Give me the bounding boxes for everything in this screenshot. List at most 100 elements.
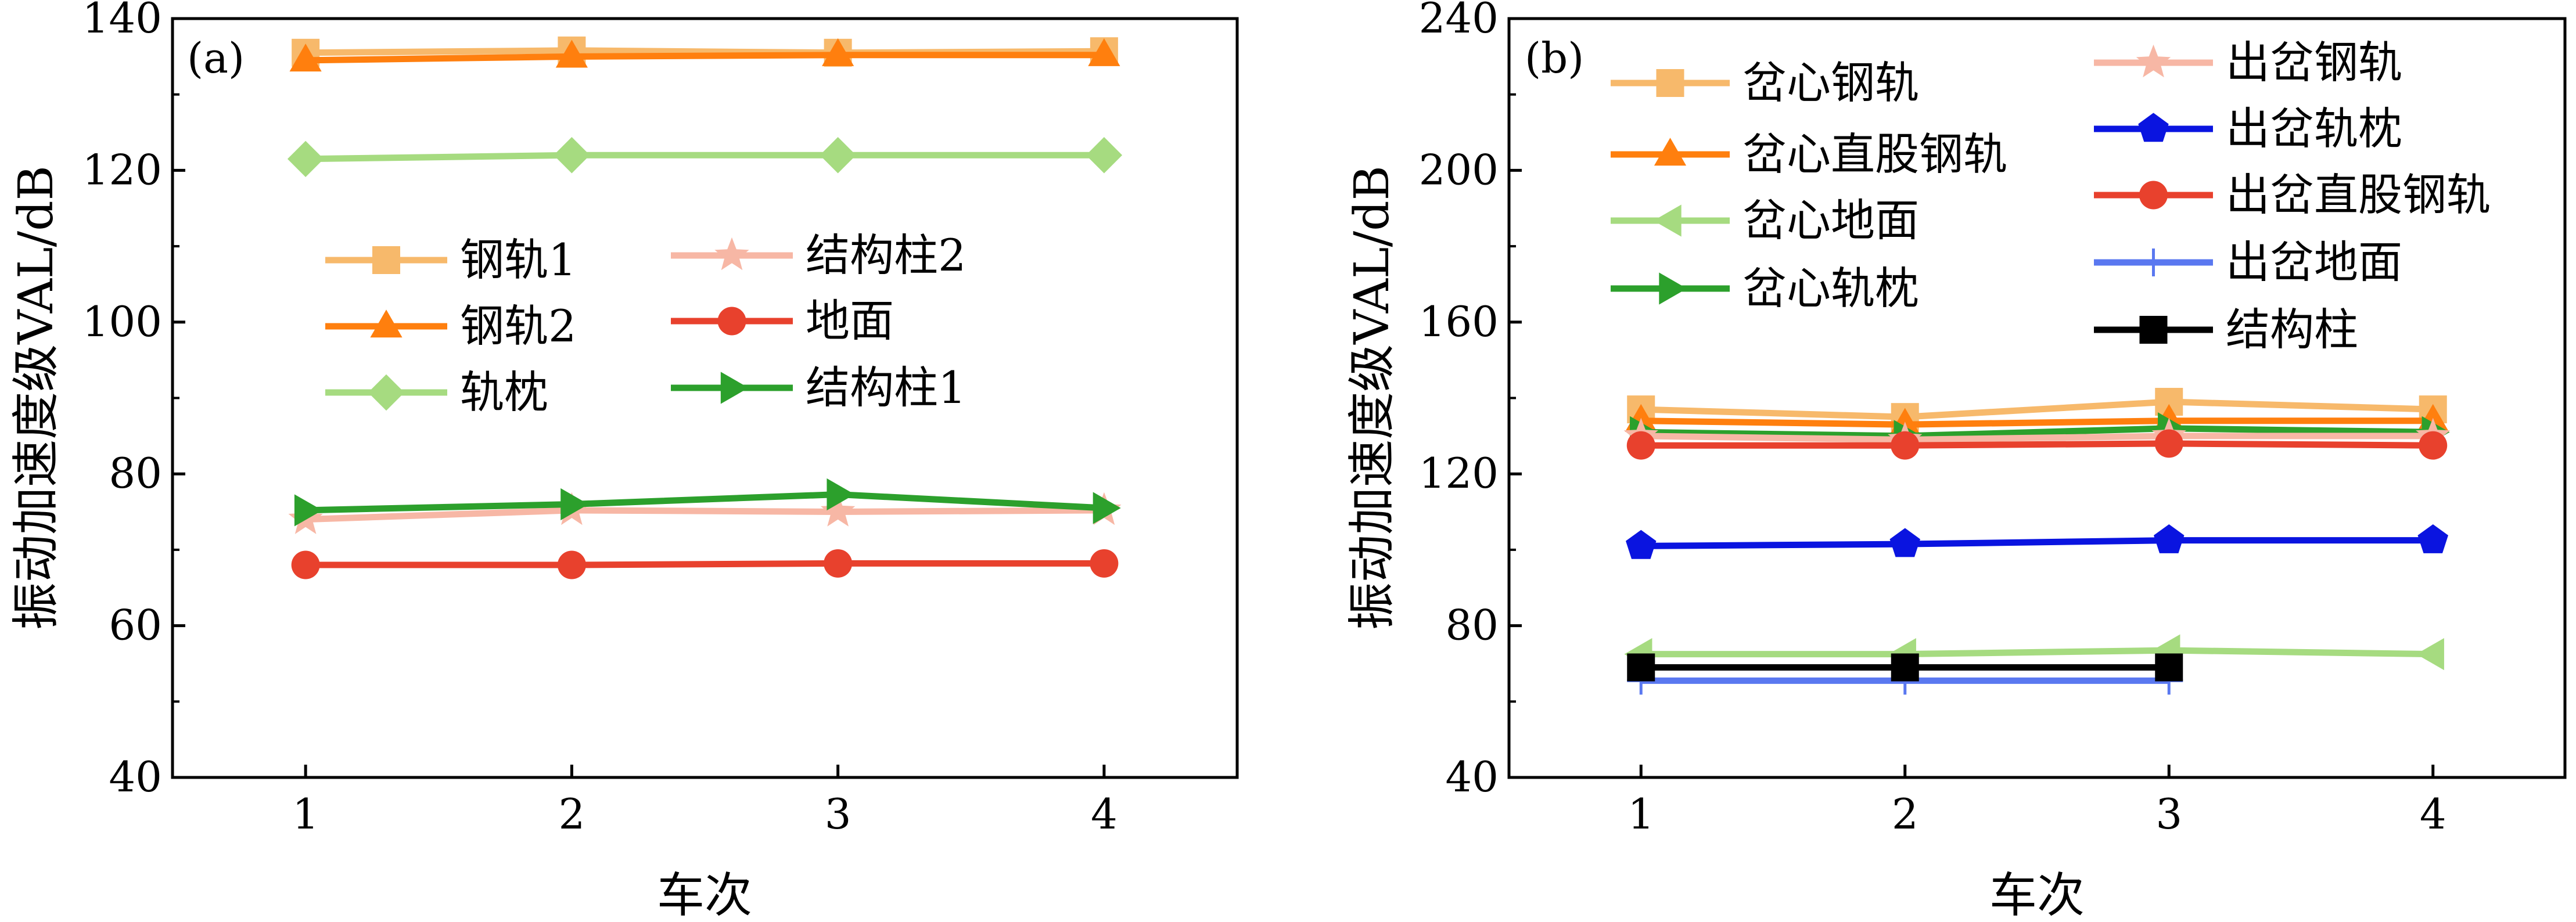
data-point (2154, 524, 2185, 553)
plot-frame-a (171, 17, 1239, 779)
series-4-circle (291, 549, 1119, 579)
series-line (1641, 417, 2433, 428)
series-line (306, 560, 1104, 568)
legend-entry: 出岔轨枕 (2094, 103, 2402, 154)
x-tick-label: 2 (558, 790, 585, 838)
legend-marker (714, 237, 749, 271)
data-point (561, 488, 589, 521)
series-line (306, 52, 1104, 64)
legend-entry: 岔心直股钢轨 (1611, 128, 2007, 180)
data-point (822, 38, 854, 66)
series-line (1641, 440, 2433, 449)
legend-label: 岔心钢轨 (1743, 57, 1919, 109)
y-axis-label-b: 振动加速度级VAL/dB (1345, 165, 1400, 630)
legend-label: 结构柱1 (806, 362, 966, 413)
y-tick-label: 140 (82, 0, 162, 42)
series-line (1641, 425, 2433, 440)
legend-label: 轨枕 (460, 366, 548, 418)
y-tick-label: 100 (82, 297, 162, 346)
legend-label: 岔心轨枕 (1743, 262, 1919, 314)
series-line (305, 507, 1104, 523)
series-5-triangle-right (294, 478, 1121, 527)
legend-marker (720, 372, 749, 404)
data-point (820, 137, 856, 174)
data-point (289, 44, 322, 72)
panel-b: 1 2 3 4 40 80 120 160 200 240 (b) 车次 振动加速度级VAL/dB… (1345, 0, 2567, 922)
legend-label: 出岔地面 (2226, 236, 2402, 288)
series-line (1641, 398, 2433, 420)
data-point (1088, 38, 1120, 66)
data-point (1891, 653, 1919, 682)
legend-marker (372, 246, 400, 274)
series-line (1641, 647, 2433, 658)
series-8-square (1627, 653, 2183, 682)
legend-entry: 结构柱 (2094, 304, 2358, 355)
data-point (1093, 492, 1121, 524)
legend-label: 出岔轨枕 (2226, 103, 2402, 154)
y-tick-label: 40 (109, 752, 162, 801)
data-point (294, 494, 322, 527)
legend-label: 出岔直股钢轨 (2226, 169, 2491, 221)
legend-label: 岔心直股钢轨 (1743, 128, 2007, 180)
data-point (1889, 528, 1920, 557)
data-point (2419, 431, 2448, 460)
data-point (827, 478, 855, 511)
legend-label: 结构柱2 (806, 229, 966, 281)
legend-label: 结构柱 (2226, 304, 2358, 355)
legend-entry: 岔心钢轨 (1611, 57, 1919, 109)
series-line (1641, 433, 2433, 443)
legend-label: 钢轨1 (460, 234, 576, 286)
legend-entry: 钢轨2 (325, 300, 576, 352)
legend-label: 钢轨2 (460, 300, 576, 352)
x-tick-label: 3 (825, 790, 852, 838)
data-point (1090, 549, 1119, 578)
legend-entry: 结构柱2 (671, 229, 966, 281)
legend-label: 地面 (806, 295, 894, 347)
legend-entry: 地面 (671, 295, 894, 347)
legend-marker (368, 374, 405, 411)
legend-entry: 出岔钢轨 (2094, 37, 2402, 88)
y-tick-label: 200 (1419, 145, 1499, 194)
series-line (1641, 537, 2433, 549)
y-tick-label: 60 (109, 601, 162, 650)
x-axis-label-b: 车次 (1989, 868, 2085, 922)
legend-marker (370, 309, 403, 338)
y-tick-label: 120 (1419, 449, 1499, 498)
panel-label-b: (b) (1525, 34, 1584, 82)
legend-entry: 岔心地面 (1611, 195, 1919, 246)
legend-entry: 结构柱1 (671, 362, 966, 413)
data-point (1626, 530, 1657, 559)
y-tick-label: 40 (1445, 752, 1499, 801)
ticks-b: 1 2 3 4 40 80 120 160 200 240 (1419, 0, 2446, 838)
data-point (291, 550, 320, 579)
legend-marker (2139, 248, 2168, 276)
legend-marker (1653, 204, 1682, 237)
x-axis-label-a: 车次 (657, 868, 752, 922)
legend-entry: 出岔直股钢轨 (2094, 169, 2491, 221)
x-tick-label: 1 (292, 790, 319, 838)
x-tick-label: 2 (1892, 790, 1918, 838)
data-point (555, 39, 588, 68)
series-line (306, 152, 1104, 163)
legend-entry: 钢轨1 (325, 234, 576, 286)
legend-label: 出岔钢轨 (2226, 37, 2402, 88)
data-point (1626, 431, 1655, 460)
y-axis-label-a: 振动加速度级VAL/dB (9, 165, 64, 630)
plot-frame-b (1507, 17, 2567, 779)
data-point (287, 141, 324, 177)
data-point (1627, 653, 1655, 682)
ticks-a: 1 2 3 4 40 60 80 100 120 140 (82, 0, 1118, 838)
panel-label-a: (a) (187, 34, 245, 82)
data-point (557, 550, 586, 579)
data-point (1086, 137, 1123, 174)
y-tick-label: 240 (1419, 0, 1499, 42)
legend-entry: 岔心轨枕 (1611, 262, 1919, 314)
x-tick-label: 4 (1091, 790, 1118, 838)
data-point (2416, 638, 2444, 671)
legend-marker (2138, 113, 2169, 142)
series-layer-b (1623, 388, 2451, 695)
x-tick-label: 1 (1627, 790, 1654, 838)
